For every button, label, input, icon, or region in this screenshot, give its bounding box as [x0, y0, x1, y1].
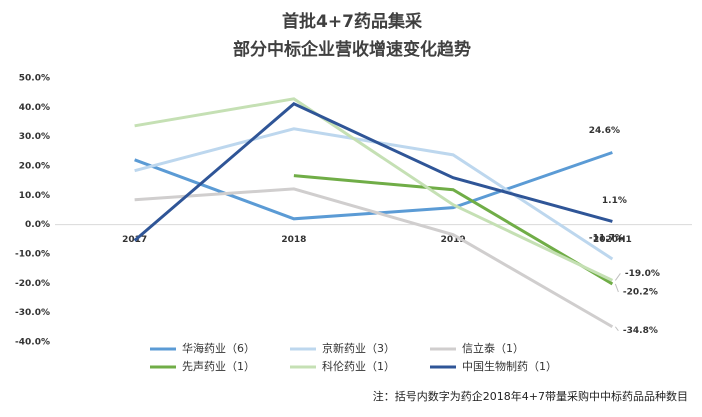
- series-line: [134, 97, 614, 282]
- value-label: -20.2%: [623, 287, 658, 297]
- legend-label: 华海药业（6）: [182, 341, 255, 355]
- value-label: 24.6%: [589, 126, 620, 136]
- x-tick-label: 2018: [281, 235, 306, 245]
- leader-line: [614, 273, 621, 281]
- legend-label: 先声药业（1）: [182, 359, 255, 373]
- y-tick-label: -10.0%: [15, 250, 50, 260]
- x-tick-label: 2019: [441, 235, 466, 245]
- y-tick-label: 50.0%: [19, 74, 50, 84]
- y-tick-label: 20.0%: [19, 162, 50, 172]
- y-tick-label: -20.0%: [15, 279, 50, 289]
- chart-title: 首批4+7药品集采: [282, 11, 422, 32]
- series-line: [293, 174, 614, 286]
- value-label: -19.0%: [625, 269, 660, 279]
- series-line: [133, 102, 613, 242]
- value-label: 1.1%: [602, 196, 627, 206]
- x-tick-label: 2020H1: [593, 235, 632, 245]
- y-tick-label: 40.0%: [19, 103, 50, 113]
- leader-line: [614, 326, 619, 332]
- series-line: [134, 187, 614, 329]
- legend-label: 中国生物制药（1）: [462, 359, 557, 373]
- y-tick-label: 10.0%: [19, 191, 50, 201]
- leader-line: [614, 283, 619, 293]
- footnote: 注：括号内数字为药企2018年4+7带量采购中中标药品品种数目: [373, 389, 688, 403]
- series-line: [134, 151, 613, 221]
- y-tick-label: 30.0%: [19, 132, 50, 142]
- value-label: -11.7%: [589, 233, 624, 243]
- chart-subtitle: 部分中标企业营收增速变化趋势: [233, 39, 471, 60]
- legend-label: 科伦药业（1）: [322, 359, 395, 373]
- legend-label: 信立泰（1）: [462, 341, 524, 355]
- legend-label: 京新药业（3）: [322, 341, 395, 355]
- y-tick-label: -30.0%: [15, 308, 50, 318]
- y-tick-label: 0.0%: [25, 220, 50, 230]
- y-tick-label: -40.0%: [15, 338, 50, 348]
- value-label: -34.8%: [623, 326, 658, 336]
